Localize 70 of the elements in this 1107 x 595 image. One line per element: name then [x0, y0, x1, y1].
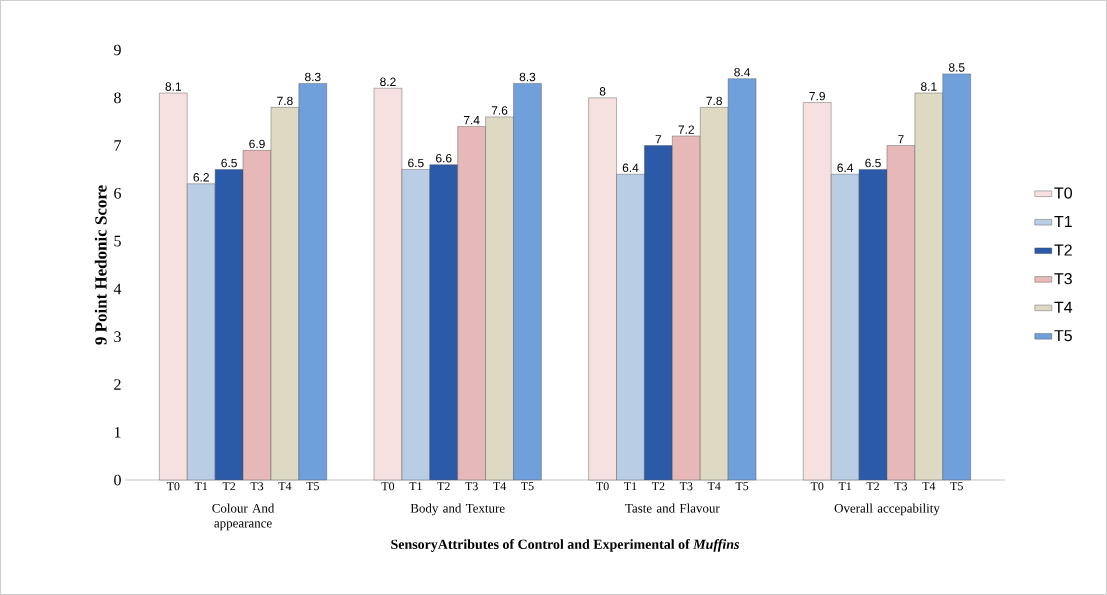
data-label: 7.4: [463, 116, 480, 125]
text: T5: [306, 482, 319, 491]
text: T3: [250, 482, 264, 491]
data-label: 6.4: [622, 163, 639, 173]
text: T0: [166, 482, 180, 491]
data-label: 7: [655, 135, 662, 144]
x-tick-label: Overall accepability: [834, 503, 940, 516]
text: T5: [735, 482, 749, 491]
text: T4: [493, 482, 506, 491]
data-label: 7.8: [706, 96, 722, 106]
text: T0: [810, 482, 824, 491]
data-label: 8.3: [305, 72, 321, 82]
legend-label: T4: [1054, 301, 1073, 313]
text: T4: [278, 482, 292, 491]
data-label: 8.2: [380, 77, 396, 87]
data-label: 6.5: [865, 158, 881, 168]
data-label: 6.5: [221, 158, 237, 168]
text: T5: [950, 482, 963, 491]
y-tick-label: 5: [114, 235, 121, 247]
y-tick-label: 0: [114, 474, 121, 486]
legend-label: T0: [1054, 187, 1072, 199]
data-label: 6.5: [408, 158, 424, 168]
text: T1: [194, 482, 208, 491]
data-label: 7.9: [809, 91, 825, 101]
x-tick-label: Colour And appearance: [212, 503, 275, 531]
data-label: 6.6: [436, 154, 452, 163]
y-tick-label: 6: [114, 187, 122, 199]
y-tick-label: 1: [114, 426, 121, 438]
data-label: 8.5: [948, 63, 965, 72]
text: T1: [409, 482, 422, 491]
y-tick-label: 7: [114, 140, 122, 151]
text: T0: [596, 482, 609, 491]
text: T2: [866, 482, 879, 491]
y-tick-label: 4: [113, 283, 122, 295]
text: T1: [624, 482, 637, 491]
data-label: 7.8: [277, 96, 293, 106]
data-label: 8: [599, 87, 606, 96]
text: T5: [521, 482, 534, 491]
text: T2: [437, 482, 450, 491]
y-tick-label: 3: [114, 331, 121, 343]
legend-label: T5: [1054, 330, 1072, 342]
data-label: 6.2: [193, 173, 209, 182]
legend-label: T2: [1054, 244, 1072, 256]
data-label: 8.4: [734, 68, 751, 77]
text: T1: [838, 482, 852, 491]
text: T3: [679, 482, 693, 491]
text: T2: [651, 482, 665, 491]
data-label: 6.9: [249, 139, 265, 149]
data-label: 8.1: [921, 82, 937, 91]
text: T4: [922, 482, 936, 491]
text: T2: [222, 482, 236, 491]
data-label: 8.1: [165, 82, 182, 91]
text: T3: [465, 482, 478, 491]
data-label: 7: [898, 135, 904, 144]
y-tick-label: 9: [114, 44, 121, 56]
legend-label: T1: [1054, 216, 1072, 227]
x-tick-label: Body and Texture: [410, 503, 505, 516]
y-tick-label: 8: [114, 92, 121, 104]
data-label: 7.2: [678, 125, 694, 134]
data-label: 7.6: [491, 106, 508, 115]
x-axis-title: SensoryAttributes of Control and Experimental of Muffins: [391, 539, 740, 552]
x-tick-label: Taste and Flavour: [625, 503, 720, 513]
legend-label: T3: [1054, 273, 1072, 285]
text: T0: [381, 482, 395, 491]
data-label: 8.3: [519, 72, 536, 82]
data-label: 6.4: [837, 163, 854, 173]
text: T4: [707, 482, 721, 491]
text: T3: [894, 482, 908, 491]
y-tick-label: 2: [114, 379, 121, 390]
y-axis-title: 9 Point Hedonic Score: [94, 185, 107, 345]
